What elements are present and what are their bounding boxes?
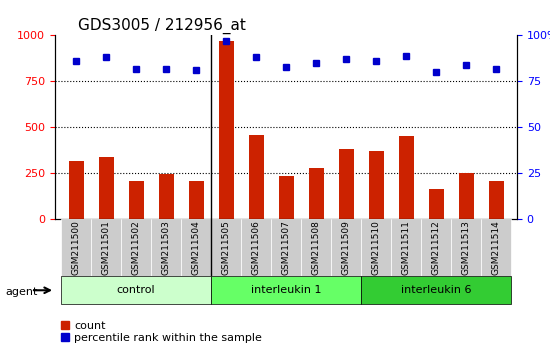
FancyBboxPatch shape [361,276,511,304]
Bar [69,161,84,219]
Text: GSM211504: GSM211504 [191,221,201,275]
FancyBboxPatch shape [61,219,91,276]
FancyBboxPatch shape [211,276,361,304]
Text: GSM211505: GSM211505 [222,220,230,275]
Text: GSM211503: GSM211503 [162,220,170,275]
Text: GSM211506: GSM211506 [251,220,261,275]
Text: GSM211508: GSM211508 [311,220,321,275]
Bar [278,176,294,219]
Bar [218,41,234,219]
FancyBboxPatch shape [61,276,211,304]
Text: GSM211500: GSM211500 [72,220,80,275]
Text: GSM211512: GSM211512 [432,221,441,275]
Bar [338,149,354,219]
Bar [189,181,204,219]
FancyBboxPatch shape [481,219,511,276]
FancyBboxPatch shape [121,219,151,276]
Bar [249,135,263,219]
Text: GSM211502: GSM211502 [131,221,140,275]
Text: GSM211509: GSM211509 [342,220,350,275]
Text: GSM211514: GSM211514 [492,221,500,275]
Text: GDS3005 / 212956_at: GDS3005 / 212956_at [78,18,246,34]
Bar [459,173,474,219]
Text: GSM211507: GSM211507 [282,220,290,275]
Bar [368,152,383,219]
FancyBboxPatch shape [211,219,241,276]
Bar [129,181,144,219]
FancyBboxPatch shape [361,219,391,276]
FancyBboxPatch shape [151,219,181,276]
Text: GSM211513: GSM211513 [461,220,470,275]
Text: GSM211510: GSM211510 [371,220,381,275]
Text: agent: agent [6,287,38,297]
Bar [309,168,323,219]
FancyBboxPatch shape [271,219,301,276]
Bar [428,189,443,219]
Bar [98,157,113,219]
Text: GSM211501: GSM211501 [102,220,111,275]
FancyBboxPatch shape [301,219,331,276]
FancyBboxPatch shape [451,219,481,276]
FancyBboxPatch shape [181,219,211,276]
FancyBboxPatch shape [421,219,451,276]
Text: interleukin 6: interleukin 6 [401,285,471,295]
Text: control: control [117,285,155,295]
FancyBboxPatch shape [91,219,121,276]
FancyBboxPatch shape [331,219,361,276]
Bar [399,136,414,219]
FancyBboxPatch shape [391,219,421,276]
Bar [488,181,503,219]
Bar [158,175,173,219]
Text: GSM211511: GSM211511 [402,220,410,275]
Legend: count, percentile rank within the sample: count, percentile rank within the sample [60,321,262,343]
Text: interleukin 1: interleukin 1 [251,285,321,295]
FancyBboxPatch shape [241,219,271,276]
